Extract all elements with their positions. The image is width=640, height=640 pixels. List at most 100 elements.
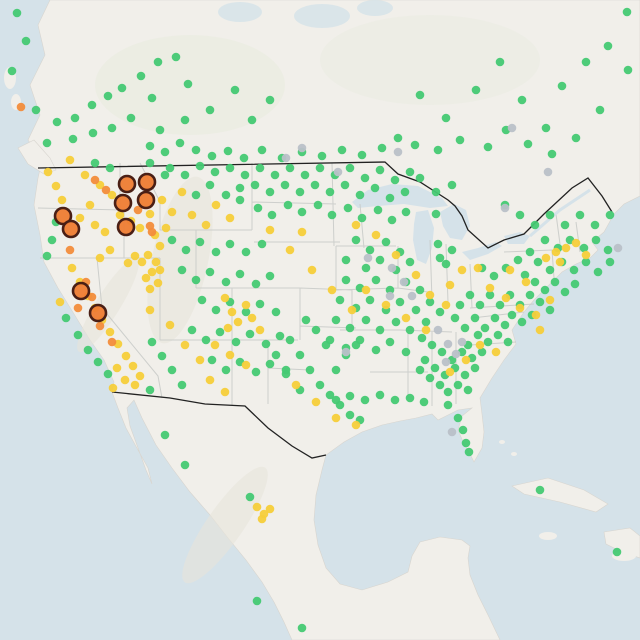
station-marker-green[interactable] <box>175 138 185 148</box>
station-marker-green[interactable] <box>385 193 395 203</box>
station-marker-green[interactable] <box>250 180 260 190</box>
station-marker-green[interactable] <box>345 391 355 401</box>
station-marker-yellow[interactable] <box>90 220 100 230</box>
station-marker-green[interactable] <box>453 413 463 423</box>
station-marker-green[interactable] <box>297 207 307 217</box>
station-marker-green[interactable] <box>52 117 62 127</box>
station-marker-green[interactable] <box>211 305 221 315</box>
station-marker-green[interactable] <box>361 263 371 273</box>
station-marker-yellow[interactable] <box>361 285 371 295</box>
station-marker-yellow[interactable] <box>475 340 485 350</box>
station-marker-green[interactable] <box>88 128 98 138</box>
station-marker-green[interactable] <box>560 220 570 230</box>
station-marker-yellow[interactable] <box>187 210 197 220</box>
station-marker-green[interactable] <box>247 115 257 125</box>
station-marker-green[interactable] <box>183 79 193 89</box>
station-marker-green[interactable] <box>395 297 405 307</box>
event-marker-large-orange[interactable] <box>61 219 81 239</box>
station-marker-green[interactable] <box>230 85 240 95</box>
station-marker-yellow[interactable] <box>115 210 125 220</box>
station-marker-green[interactable] <box>187 325 197 335</box>
station-marker-gray[interactable] <box>399 277 409 287</box>
station-marker-green[interactable] <box>351 235 361 245</box>
station-marker-yellow[interactable] <box>153 278 163 288</box>
station-marker-green[interactable] <box>517 95 527 105</box>
station-marker-green[interactable] <box>61 313 71 323</box>
station-marker-yellow[interactable] <box>515 303 525 313</box>
station-marker-orange[interactable] <box>90 175 100 185</box>
station-marker-yellow[interactable] <box>581 250 591 260</box>
station-marker-yellow[interactable] <box>351 420 361 430</box>
station-marker-green[interactable] <box>427 340 437 350</box>
station-marker-green[interactable] <box>300 170 310 180</box>
station-marker-green[interactable] <box>447 180 457 190</box>
station-marker-green[interactable] <box>535 485 545 495</box>
station-marker-green[interactable] <box>595 105 605 115</box>
station-marker-yellow[interactable] <box>291 380 301 390</box>
station-marker-green[interactable] <box>593 267 603 277</box>
station-marker-yellow[interactable] <box>485 283 495 293</box>
station-marker-green[interactable] <box>435 380 445 390</box>
station-marker-green[interactable] <box>235 269 245 279</box>
station-marker-green[interactable] <box>470 363 480 373</box>
station-marker-green[interactable] <box>197 295 207 305</box>
station-marker-yellow[interactable] <box>411 270 421 280</box>
station-marker-green[interactable] <box>461 438 471 448</box>
station-marker-green[interactable] <box>415 90 425 100</box>
station-marker-green[interactable] <box>253 203 263 213</box>
station-marker-green[interactable] <box>147 337 157 347</box>
station-marker-green[interactable] <box>105 163 115 173</box>
station-marker-green[interactable] <box>160 170 170 180</box>
station-marker-green[interactable] <box>375 390 385 400</box>
station-marker-green[interactable] <box>251 367 261 377</box>
station-marker-green[interactable] <box>460 323 470 333</box>
station-marker-green[interactable] <box>207 151 217 161</box>
station-marker-green[interactable] <box>513 255 523 265</box>
station-marker-green[interactable] <box>475 300 485 310</box>
station-marker-gray[interactable] <box>447 427 457 437</box>
station-marker-yellow[interactable] <box>75 213 85 223</box>
station-marker-green[interactable] <box>365 245 375 255</box>
station-marker-green[interactable] <box>485 290 495 300</box>
station-marker-green[interactable] <box>540 285 550 295</box>
event-marker-large-orange[interactable] <box>137 172 157 192</box>
station-marker-green[interactable] <box>605 210 615 220</box>
station-marker-orange[interactable] <box>95 321 105 331</box>
station-marker-green[interactable] <box>297 623 307 633</box>
station-marker-green[interactable] <box>443 400 453 410</box>
station-marker-yellow[interactable] <box>130 380 140 390</box>
station-marker-yellow[interactable] <box>473 263 483 273</box>
station-marker-green[interactable] <box>167 365 177 375</box>
station-marker-yellow[interactable] <box>177 187 187 197</box>
station-marker-yellow[interactable] <box>535 325 545 335</box>
station-marker-green[interactable] <box>385 337 395 347</box>
station-marker-green[interactable] <box>425 373 435 383</box>
station-marker-green[interactable] <box>547 149 557 159</box>
station-marker-yellow[interactable] <box>265 225 275 235</box>
station-marker-yellow[interactable] <box>147 267 157 277</box>
station-marker-yellow[interactable] <box>51 181 61 191</box>
station-marker-green[interactable] <box>405 167 415 177</box>
station-marker-green[interactable] <box>405 257 415 267</box>
station-marker-green[interactable] <box>205 267 215 277</box>
station-marker-gray[interactable] <box>363 253 373 263</box>
station-marker-green[interactable] <box>285 335 295 345</box>
station-marker-green[interactable] <box>443 387 453 397</box>
station-marker-yellow[interactable] <box>421 325 431 335</box>
station-marker-yellow[interactable] <box>223 323 233 333</box>
station-marker-green[interactable] <box>171 52 181 62</box>
station-marker-yellow[interactable] <box>128 361 138 371</box>
station-marker-green[interactable] <box>191 190 201 200</box>
station-marker-green[interactable] <box>391 317 401 327</box>
station-marker-green[interactable] <box>177 380 187 390</box>
station-marker-green[interactable] <box>375 165 385 175</box>
station-marker-yellow[interactable] <box>327 285 337 295</box>
station-marker-green[interactable] <box>431 209 441 219</box>
station-marker-green[interactable] <box>221 190 231 200</box>
station-marker-yellow[interactable] <box>457 265 467 275</box>
station-marker-green[interactable] <box>557 81 567 91</box>
station-marker-green[interactable] <box>361 315 371 325</box>
station-marker-yellow[interactable] <box>55 297 65 307</box>
station-marker-orange[interactable] <box>87 292 97 302</box>
